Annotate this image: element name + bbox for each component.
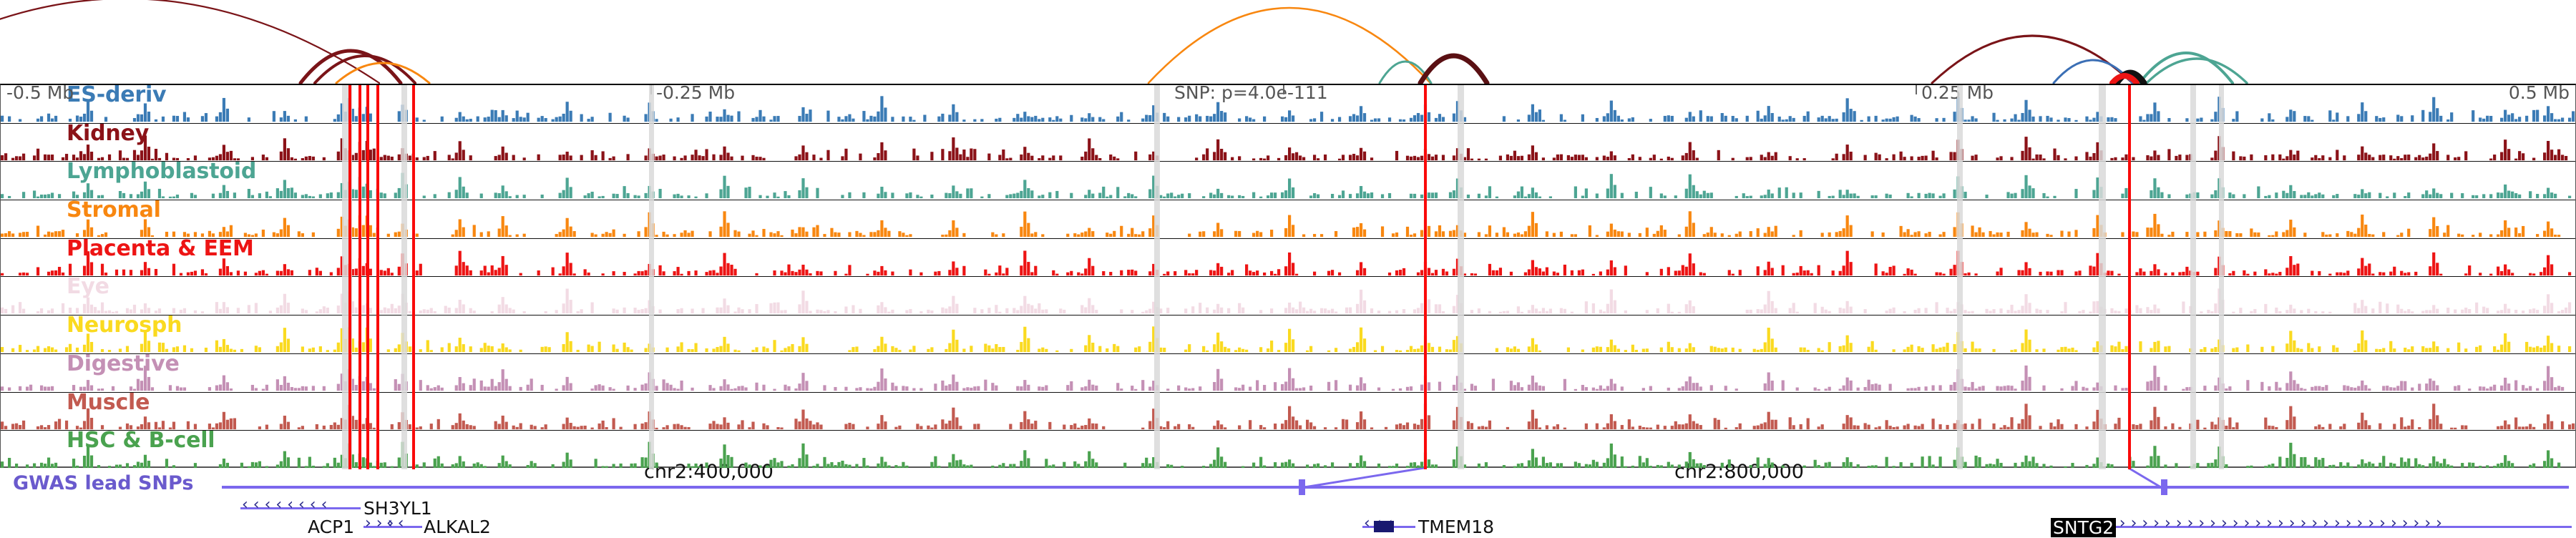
- track-muscle[interactable]: Muscle: [1, 393, 2575, 431]
- track-label: HSC & B-cell: [67, 431, 215, 454]
- gene-strand-arrows-plus: ››››››››››››››››››››››››››››››: [2108, 516, 2447, 532]
- arc-red-right[interactable]: [2109, 73, 2140, 84]
- track-neurosph[interactable]: Neurosph: [1, 316, 2575, 354]
- arc-stromal-long[interactable]: [1147, 6, 1432, 84]
- track-signal: [1, 211, 2561, 238]
- arc-teal-right-2[interactable]: [2145, 57, 2248, 84]
- ruler-label-3: 0.25 Mb: [1921, 85, 1994, 103]
- arc-teal-right-1[interactable]: [2138, 52, 2234, 84]
- arc-kidney-left2[interactable]: [313, 54, 416, 84]
- track-label: Placenta & EEM: [67, 238, 254, 261]
- track-kidney[interactable]: Kidney: [1, 124, 2575, 162]
- track-label: Stromal: [67, 200, 161, 223]
- gene-body-SNTG2[interactable]: [2107, 526, 2572, 528]
- gene-label-TMEM18[interactable]: TMEM18: [1418, 517, 1495, 537]
- coordinate-label-0: chr2:400,000: [644, 461, 774, 483]
- arc-es-left[interactable]: [0, 0, 381, 84]
- gwas-lead-snp-tick-1[interactable]: [2161, 479, 2167, 495]
- track-label: Lymphoblastoid: [67, 162, 257, 185]
- track-label: Muscle: [67, 392, 150, 415]
- track-es-deriv[interactable]: ES-deriv -0.5 Mb -0.25 Mb SNP: p=4.0e-111 0.…: [1, 85, 2575, 124]
- track-label: Kidney: [67, 123, 150, 146]
- gene-label-SNTG2[interactable]: SNTG2: [2051, 518, 2117, 537]
- gene-exon-TMEM18: [1374, 521, 1394, 532]
- track-signal: [1, 365, 2565, 391]
- gene-body-ACP1[interactable]: [364, 526, 405, 528]
- gene-body-ALKAL2[interactable]: [385, 526, 422, 528]
- gwas-lead-snps-label: GWAS lead SNPs: [13, 472, 194, 494]
- chromatin-interaction-arc-panel: [0, 0, 2576, 84]
- gene-label-SH3YL1[interactable]: SH3YL1: [364, 498, 432, 519]
- gene-strand-arrows-minus: ‹‹: [386, 516, 409, 532]
- track-signal: [1, 288, 2572, 314]
- ruler-label-0: -0.5 Mb: [6, 85, 74, 103]
- gene-body-SH3YL1[interactable]: [240, 507, 361, 509]
- track-signal: [1, 135, 2568, 160]
- track-label: ES-deriv: [67, 85, 167, 107]
- arc-stromal-left[interactable]: [335, 62, 431, 84]
- gene-label-ACP1[interactable]: ACP1: [308, 517, 355, 537]
- track-digestive[interactable]: Digestive: [1, 354, 2575, 393]
- ruler-label-1: -0.25 Mb: [656, 85, 736, 103]
- track-signal: [1, 172, 2572, 199]
- track-label: Eye: [67, 277, 109, 300]
- gene-track-row: ‹‹‹‹‹‹‹‹ SH3YL1: [0, 497, 2576, 519]
- track-hsc-b-cell[interactable]: HSC & B-cell: [1, 431, 2575, 469]
- arc-kidney-left[interactable]: [298, 49, 403, 84]
- gene-track-row: ››› ACP1: [0, 516, 2576, 537]
- track-lymphoblastoid[interactable]: Lymphoblastoid: [1, 162, 2575, 201]
- gwas-axis-line: [222, 486, 2569, 489]
- track-label: Neurosph: [67, 316, 182, 338]
- arc-kidney-right[interactable]: [1931, 34, 2134, 84]
- track-placenta-eem[interactable]: Placenta & EEM: [1, 239, 2575, 278]
- gene-track-row: ‹‹‹TMEM18: [0, 516, 2576, 537]
- ruler-tick-0: [650, 85, 652, 94]
- track-signal: [1, 96, 2575, 122]
- ruler-tick-1: [1283, 85, 1284, 94]
- gene-label-ALKAL2[interactable]: ALKAL2: [424, 517, 491, 537]
- track-signal: [1, 250, 2572, 275]
- track-eye[interactable]: Eye: [1, 277, 2575, 316]
- ruler-label-2: SNP: p=4.0e-111: [1174, 85, 1328, 103]
- annotation-panel: GWAS lead SNPs chr2:400,000 chr2:800,000 ‹…: [0, 462, 2576, 537]
- track-signal: [1, 326, 2572, 353]
- gene-strand-arrows-minus: ‹‹‹‹‹‹‹‹: [242, 497, 333, 513]
- track-stromal[interactable]: Stromal: [1, 200, 2575, 239]
- arc-kidney-mid[interactable]: [1418, 53, 1490, 84]
- arc-svg: [0, 0, 2248, 84]
- ruler-tick-2: [1916, 85, 1917, 94]
- track-signal: [1, 403, 2575, 429]
- track-signal: [1, 441, 2561, 469]
- ruler-label-4: 0.5 Mb: [2508, 85, 2570, 103]
- gene-track-row: ›››››››››››››››››››››››››››››› SNTG2: [0, 516, 2576, 537]
- gene-track-row: ‹‹ ALKAL2: [0, 516, 2576, 537]
- signal-track-stack: ES-deriv -0.5 Mb -0.25 Mb SNP: p=4.0e-111 0.…: [0, 84, 2576, 469]
- track-label: Digestive: [67, 353, 180, 376]
